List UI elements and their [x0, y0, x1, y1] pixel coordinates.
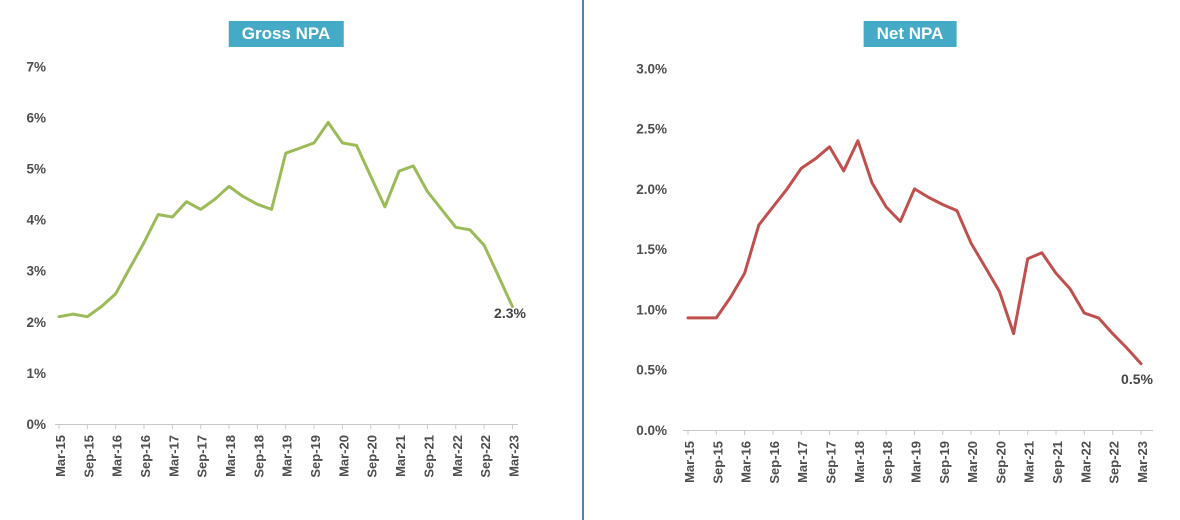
y-axis-label: 1.5% [636, 242, 667, 257]
net-npa-line [686, 139, 1143, 366]
x-axis-label: Mar-21 [393, 435, 408, 477]
x-axis-label: Sep-20 [365, 435, 380, 478]
x-axis-label: Mar-18 [852, 441, 867, 483]
x-axis-label: Sep-21 [421, 435, 436, 478]
y-axis-label: 0% [26, 417, 46, 432]
x-axis-label: Sep-15 [81, 435, 96, 478]
y-axis-label: 4% [26, 213, 46, 228]
x-axis-label: Mar-21 [1022, 441, 1037, 483]
y-axis-label: 3.0% [636, 61, 667, 76]
x-axis-label: Sep-19 [937, 441, 952, 484]
x-axis-label: Mar-20 [965, 441, 980, 483]
y-axis-label: 5% [26, 162, 46, 177]
x-axis-label: Mar-15 [682, 441, 697, 483]
x-axis-label: Mar-19 [908, 441, 923, 483]
gross-npa-line [57, 121, 514, 319]
x-axis-label: Sep-15 [710, 441, 725, 484]
x-axis-label: Mar-19 [280, 435, 295, 477]
x-axis-label: Mar-18 [223, 435, 238, 477]
x-axis-label: Sep-18 [251, 435, 266, 478]
x-axis-label: Sep-16 [138, 435, 153, 478]
end-value-label: 2.3% [494, 305, 526, 321]
x-axis-label: Sep-19 [308, 435, 323, 478]
x-axis-label: Sep-16 [767, 441, 782, 484]
gross-npa-plot: Mar-15 Sep-15 Mar-16 Sep-16 Mar-17 Sep-17 Mar-… [26, 59, 526, 478]
x-axis-label: Mar-23 [506, 435, 521, 477]
x-axis-label: Sep-22 [1107, 441, 1122, 484]
y-axis-label: 1% [26, 366, 46, 381]
x-axis-label: Sep-17 [195, 435, 210, 478]
y-axis-label: 2.0% [636, 182, 667, 197]
x-axis-label: Sep-17 [824, 441, 839, 484]
gross-npa-chart: Gross NPA Mar-15 Sep-15 Mar-16 Sep-16 Mar-17… [0, 0, 583, 520]
net-npa-chart: Net NPA Mar-15 Sep-15 Mar-16 Sep-16 Mar-17 Se… [583, 0, 1180, 520]
x-axis-label: Mar-22 [1078, 441, 1093, 483]
x-axis-label: Mar-17 [166, 435, 181, 477]
y-axis-label: 2.5% [636, 122, 667, 137]
x-axis-label: Mar-15 [53, 435, 68, 477]
x-axis-label: Sep-18 [880, 441, 895, 484]
y-axis-label: 2% [26, 315, 46, 330]
y-axis-label: 0.5% [636, 363, 667, 378]
y-axis-label: 7% [26, 59, 46, 74]
x-axis-label: Mar-23 [1135, 441, 1150, 483]
y-axis-label: 0.0% [636, 423, 667, 438]
y-axis-label: 1.0% [636, 302, 667, 317]
x-axis-label: Sep-22 [478, 435, 493, 478]
x-axis-label: Sep-20 [993, 441, 1008, 484]
gross-npa-title: Gross NPA [228, 21, 344, 47]
end-value-label: 0.5% [1121, 371, 1153, 387]
y-axis-label: 6% [26, 110, 46, 125]
y-axis-label: 3% [26, 264, 46, 279]
x-axis-label: Mar-16 [110, 435, 125, 477]
net-npa-plot: Mar-15 Sep-15 Mar-16 Sep-16 Mar-17 Sep-17 Mar-… [636, 61, 1153, 484]
x-axis-label: Mar-16 [739, 441, 754, 483]
x-axis-label: Sep-21 [1050, 441, 1065, 484]
x-axis-label: Mar-20 [336, 435, 351, 477]
net-npa-title: Net NPA [863, 21, 957, 47]
divider-line [582, 0, 584, 520]
x-axis-label: Mar-17 [795, 441, 810, 483]
x-axis-label: Mar-22 [450, 435, 465, 477]
